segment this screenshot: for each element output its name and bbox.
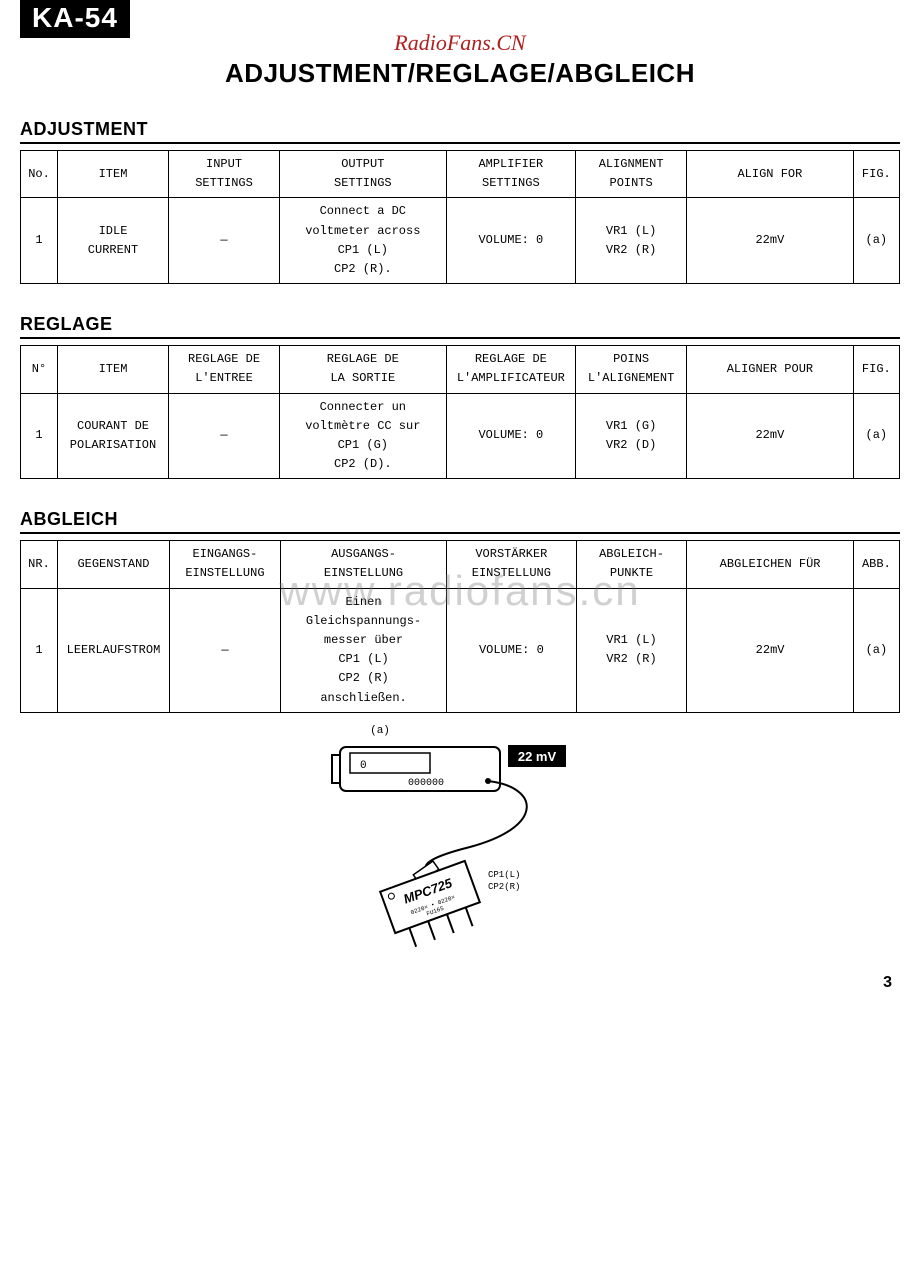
hdr-item: ITEM [58,151,169,198]
section-title-adjustment: ADJUSTMENT [20,119,900,144]
cell-output: Connect a DCvoltmeter acrossCP1 (L)CP2 (… [280,198,447,284]
cell-item: IDLECURRENT [58,198,169,284]
hdr-for: ALIGN FOR [687,151,854,198]
cell-no: 1 [21,393,58,479]
hdr-no: No. [21,151,58,198]
cp2-label: CP2(R) [488,882,520,892]
hdr-fig: ABB. [853,541,899,588]
cell-for: 22mV [687,588,853,712]
hdr-output: OUTPUTSETTINGS [280,151,447,198]
table-row: 1 IDLECURRENT — Connect a DCvoltmeter ac… [21,198,900,284]
hdr-points: ALIGNMENTPOINTS [576,151,687,198]
cell-amp: VOLUME: 0 [446,198,576,284]
hdr-output: AUSGANGS-EINSTELLUNG [280,541,446,588]
hdr-item: GEGENSTAND [57,541,169,588]
figure-a: (a) 0 000000 22 mV MPC725 0220× • 0220×F… [20,725,900,962]
adjustment-table: No. ITEM INPUTSETTINGS OUTPUTSETTINGS AM… [20,150,900,284]
cell-amp: VOLUME: 0 [446,393,576,479]
hdr-points: ABGLEICH-PUNKTE [576,541,687,588]
cell-amp: VOLUME: 0 [447,588,576,712]
abgleich-table: NR. GEGENSTAND EINGANGS-EINSTELLUNG AUSG… [20,540,900,713]
hdr-input: REGLAGE DEL'ENTREE [169,346,280,393]
page-number: 3 [883,974,892,992]
cell-fig: (a) [853,198,899,284]
cell-points: VR1 (G)VR2 (D) [576,393,687,479]
hdr-fig: FIG. [853,346,899,393]
cell-for: 22mV [687,393,854,479]
hdr-amp: VORSTÄRKEREINSTELLUNG [447,541,576,588]
hdr-amp: REGLAGE DEL'AMPLIFICATEUR [446,346,576,393]
cell-points: VR1 (L)VR2 (R) [576,198,687,284]
hdr-amp: AMPLIFIERSETTINGS [446,151,576,198]
figure-label: (a) [0,725,900,737]
hdr-fig: FIG. [853,151,899,198]
watermark-top: RadioFans.CN [20,30,900,56]
cell-fig: (a) [853,393,899,479]
table-row: 1 LEERLAUFSTROM — EinenGleichspannungs-m… [21,588,900,712]
cell-no: 1 [21,198,58,284]
hdr-output: REGLAGE DELA SORTIE [280,346,447,393]
cell-input: — [169,198,280,284]
meter-buttons: 000000 [408,778,444,789]
cell-item: COURANT DEPOLARISATION [58,393,169,479]
cell-input: — [169,588,280,712]
cell-fig: (a) [853,588,899,712]
cell-item: LEERLAUFSTROM [57,588,169,712]
cell-no: 1 [21,588,58,712]
model-badge: KA-54 [20,0,130,38]
mv-badge: 22 mV [518,749,557,764]
meter-display: 0 [360,760,367,772]
main-title: ADJUSTMENT/REGLAGE/ABGLEICH [20,58,900,89]
section-title-abgleich: ABGLEICH [20,509,900,534]
table-row: 1 COURANT DEPOLARISATION — Connecter unv… [21,393,900,479]
cp1-label: CP1(L) [488,870,520,880]
cell-input: — [169,393,280,479]
cell-points: VR1 (L)VR2 (R) [576,588,687,712]
hdr-input: EINGANGS-EINSTELLUNG [169,541,280,588]
hdr-input: INPUTSETTINGS [169,151,280,198]
reglage-table: N° ITEM REGLAGE DEL'ENTREE REGLAGE DELA … [20,345,900,479]
hdr-points: POINSL'ALIGNEMENT [576,346,687,393]
hdr-no: NR. [21,541,58,588]
figure-svg: 0 000000 22 mV MPC725 0220× • 0220×FU16S [310,737,610,957]
hdr-no: N° [21,346,58,393]
cell-for: 22mV [687,198,854,284]
hdr-for: ALIGNER POUR [687,346,854,393]
section-title-reglage: REGLAGE [20,314,900,339]
cell-output: EinenGleichspannungs-messer überCP1 (L)C… [280,588,446,712]
cell-output: Connecter unvoltmètre CC surCP1 (G)CP2 (… [280,393,447,479]
hdr-for: ABGLEICHEN FÜR [687,541,853,588]
hdr-item: ITEM [58,346,169,393]
